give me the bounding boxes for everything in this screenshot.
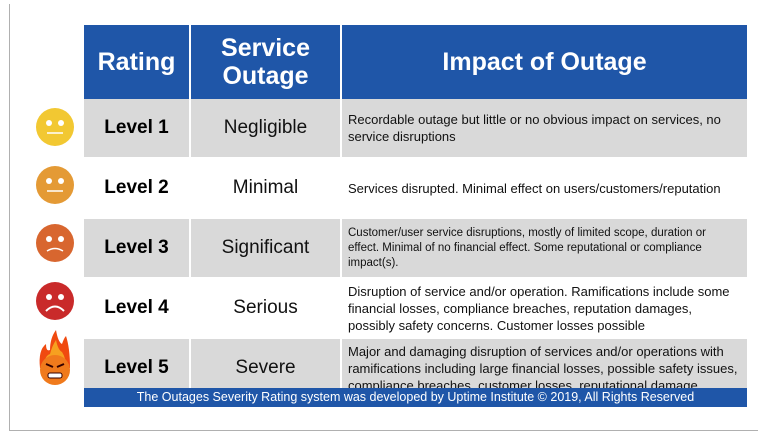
header-rating: Rating bbox=[84, 25, 191, 99]
slide-frame bbox=[9, 4, 758, 431]
outage-cell: Serious bbox=[190, 278, 342, 339]
impact-cell: Recordable outage but little or no obvio… bbox=[341, 99, 747, 159]
header-service-outage: Service Outage bbox=[190, 25, 342, 99]
sad-tear-face-icon bbox=[36, 282, 74, 320]
severity-table: Rating Service Outage Impact of Outage L… bbox=[84, 25, 747, 399]
outage-cell: Negligible bbox=[190, 99, 342, 159]
impact-cell: Services disrupted. Minimal effect on us… bbox=[341, 158, 747, 219]
impact-cell: Customer/user service disruptions, mostl… bbox=[341, 218, 747, 279]
table-row: Level 2 Minimal Services disrupted. Minima… bbox=[84, 158, 747, 219]
level-cell: Level 3 bbox=[84, 218, 191, 279]
level-cell: Level 1 bbox=[84, 99, 191, 159]
copyright-footer: The Outages Severity Rating system was d… bbox=[84, 388, 747, 407]
table-header: Rating Service Outage Impact of Outage bbox=[84, 25, 747, 99]
table-row: Level 1 Negligible Recordable outage but l… bbox=[84, 99, 747, 159]
outage-cell: Minimal bbox=[190, 158, 342, 219]
table-row: Level 4 Serious Disruption of service and/… bbox=[84, 278, 747, 339]
level-cell: Level 4 bbox=[84, 278, 191, 339]
neutral-face-icon bbox=[36, 108, 74, 146]
table-row: Level 3 Significant Customer/user service … bbox=[84, 218, 747, 279]
frown-face-icon bbox=[36, 224, 74, 262]
level-cell: Level 2 bbox=[84, 158, 191, 219]
neutral-face-icon bbox=[36, 166, 74, 204]
impact-cell: Disruption of service and/or operation. … bbox=[341, 278, 747, 339]
angry-fire-face-icon bbox=[36, 330, 74, 386]
header-impact: Impact of Outage bbox=[341, 25, 747, 99]
outage-cell: Significant bbox=[190, 218, 342, 279]
